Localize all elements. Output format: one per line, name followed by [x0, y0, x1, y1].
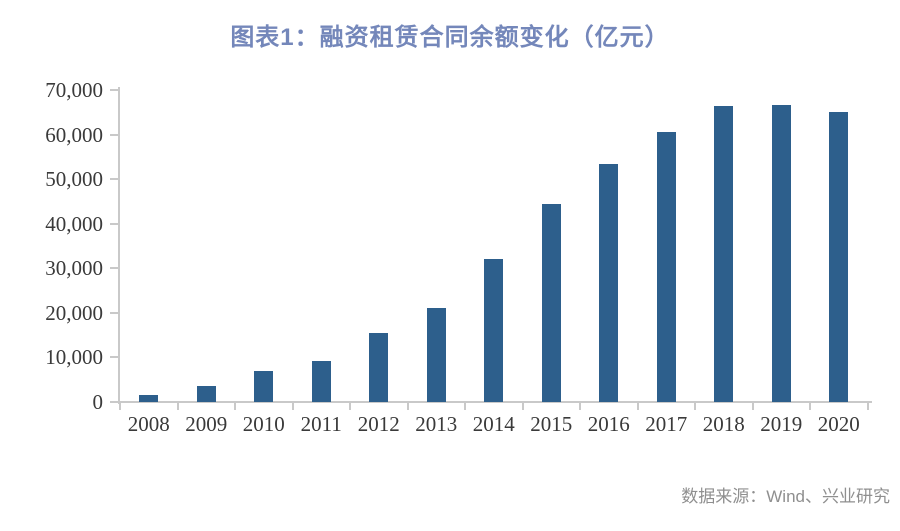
x-axis-label-2019: 2019 — [760, 412, 803, 436]
x-axis-tick — [349, 402, 351, 410]
bar-2008 — [139, 395, 159, 402]
x-axis-label-2018: 2018 — [702, 412, 745, 436]
x-axis-tick — [694, 402, 696, 410]
x-axis-label-2012: 2012 — [357, 412, 400, 436]
y-axis-label: 40,000 — [45, 211, 103, 236]
bar-2015 — [541, 204, 561, 402]
chart-title: 图表1：融资租赁合同余额变化（亿元） — [230, 24, 670, 51]
x-axis-label-2008: 2008 — [127, 412, 170, 436]
x-axis-label-2011: 2011 — [300, 412, 342, 436]
x-axis-tick — [119, 402, 121, 410]
y-axis-tick — [110, 89, 118, 91]
bar-2016 — [599, 164, 619, 402]
x-axis-tick — [809, 402, 811, 410]
y-axis-label: 30,000 — [45, 256, 103, 281]
bar-2014 — [484, 259, 504, 402]
bar-2017 — [656, 131, 676, 402]
bar-2020 — [829, 112, 849, 402]
y-axis-tick — [110, 267, 118, 270]
y-axis-label: 50,000 — [45, 167, 103, 192]
x-axis-tick — [636, 402, 639, 410]
bar-2012 — [369, 332, 389, 402]
y-axis-label: 0 — [92, 390, 104, 414]
x-axis-tick — [866, 402, 869, 410]
bar-2009 — [196, 385, 216, 402]
x-axis-label-2014: 2014 — [472, 412, 515, 436]
x-axis-label-2016: 2016 — [587, 412, 630, 436]
bar-2018 — [714, 105, 734, 402]
y-axis-label: 20,000 — [45, 300, 103, 325]
y-axis-label: 10,000 — [45, 345, 103, 370]
y-axis-label: 60,000 — [45, 122, 103, 147]
y-axis-line — [118, 87, 120, 404]
x-axis-tick — [234, 402, 236, 410]
x-axis-label-2020: 2020 — [817, 412, 860, 436]
x-axis-tick — [521, 402, 524, 410]
y-axis-label: 70,000 — [45, 78, 103, 102]
y-axis-tick — [110, 133, 118, 136]
x-axis-line — [110, 401, 872, 403]
y-axis-tick — [110, 178, 118, 181]
bar-2011 — [311, 360, 331, 402]
x-axis-label-2010: 2010 — [242, 412, 285, 436]
x-axis-label-2009: 2009 — [185, 412, 228, 436]
data-source-note: 数据来源：Wind、兴业研究 — [681, 487, 890, 506]
x-axis-tick — [176, 402, 179, 410]
x-axis-tick — [406, 402, 409, 410]
x-axis-tick — [291, 402, 294, 410]
x-axis-tick — [751, 402, 754, 410]
y-axis-tick — [110, 222, 118, 225]
bar-2013 — [426, 308, 446, 402]
bar-2019 — [771, 105, 791, 402]
x-axis-tick — [464, 402, 466, 410]
y-axis-tick — [110, 311, 118, 314]
x-axis-label-2017: 2017 — [645, 412, 688, 436]
x-axis-tick — [579, 402, 581, 410]
x-axis-label-2013: 2013 — [415, 412, 458, 436]
y-axis-tick — [110, 356, 118, 359]
bar-2010 — [254, 370, 274, 402]
x-axis-label-2015: 2015 — [530, 412, 573, 436]
